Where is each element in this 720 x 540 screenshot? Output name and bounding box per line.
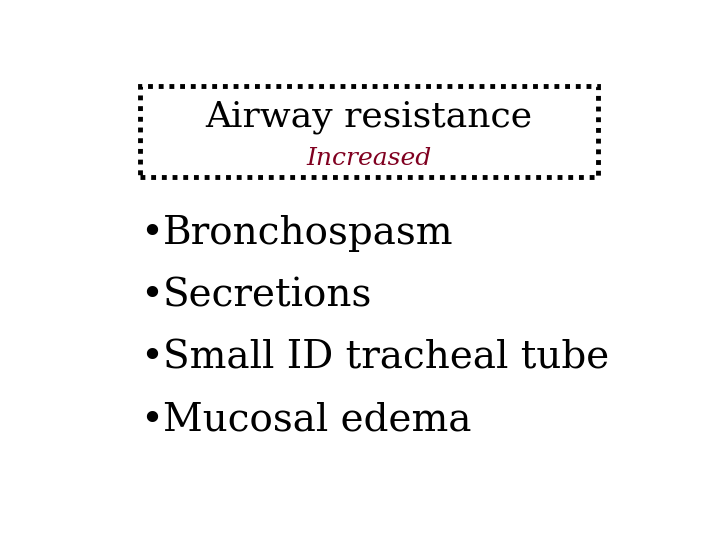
Text: •: • (140, 215, 163, 252)
Text: Small ID tracheal tube: Small ID tracheal tube (163, 340, 609, 376)
Bar (140, 85, 598, 177)
Text: •: • (140, 340, 163, 376)
Text: Bronchospasm: Bronchospasm (163, 215, 453, 252)
Text: Secretions: Secretions (163, 277, 372, 314)
Text: •: • (140, 402, 163, 439)
Text: Mucosal edema: Mucosal edema (163, 402, 471, 439)
Text: •: • (140, 277, 163, 314)
Text: Airway resistance: Airway resistance (205, 100, 533, 134)
Text: Increased: Increased (307, 147, 431, 170)
